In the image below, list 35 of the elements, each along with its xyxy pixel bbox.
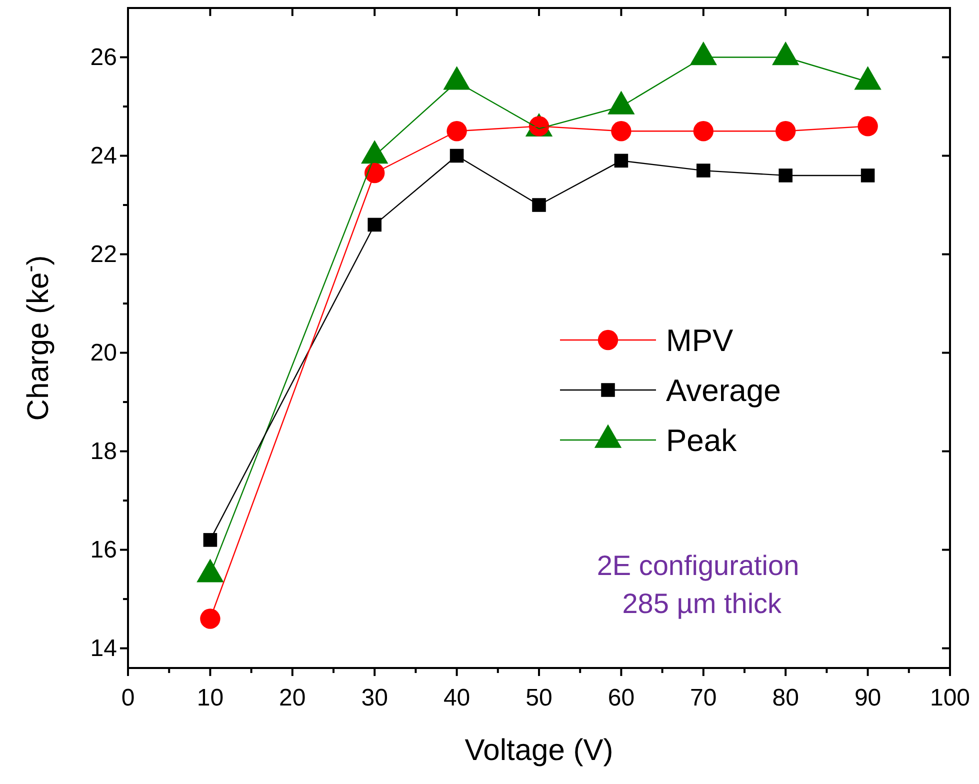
y-tick-label: 16 [90,536,117,564]
point [776,121,796,142]
point [532,198,546,212]
y-tick-label: 22 [90,240,117,268]
point [858,116,878,136]
annotation: 2E configuration [596,550,800,581]
point [203,533,218,547]
x-tick-label: 60 [608,684,635,712]
x-tick-label: 80 [772,684,799,712]
legend-label: MPV [666,323,734,358]
point [778,168,792,182]
point [200,608,220,629]
x-tick-label: 50 [526,684,552,712]
x-tick-label: 70 [690,684,717,712]
legend-label: Average [666,373,781,408]
point [446,121,467,142]
x-tick-label: 40 [443,684,470,712]
y-tick-label: 18 [90,438,117,465]
x-tick-label: 20 [279,684,306,712]
y-tick-label: 26 [90,44,117,71]
point [693,121,714,142]
annotation: 285 µm thick [614,588,783,619]
y-tick-label: 14 [90,634,117,662]
x-tick-label: 30 [361,684,388,712]
point [696,164,710,178]
point [860,168,875,182]
x-tick-label: 0 [121,684,135,712]
x-tick-label: 10 [196,684,224,712]
x-tick-label: 90 [854,684,882,712]
y-tick-label: 20 [90,339,117,366]
x-tick-label: 100 [930,684,970,712]
legend-label: Peak [666,423,738,458]
point [611,121,632,142]
x-axis-title: Voltage (V) [464,734,614,767]
y-tick-label: 24 [90,142,117,170]
